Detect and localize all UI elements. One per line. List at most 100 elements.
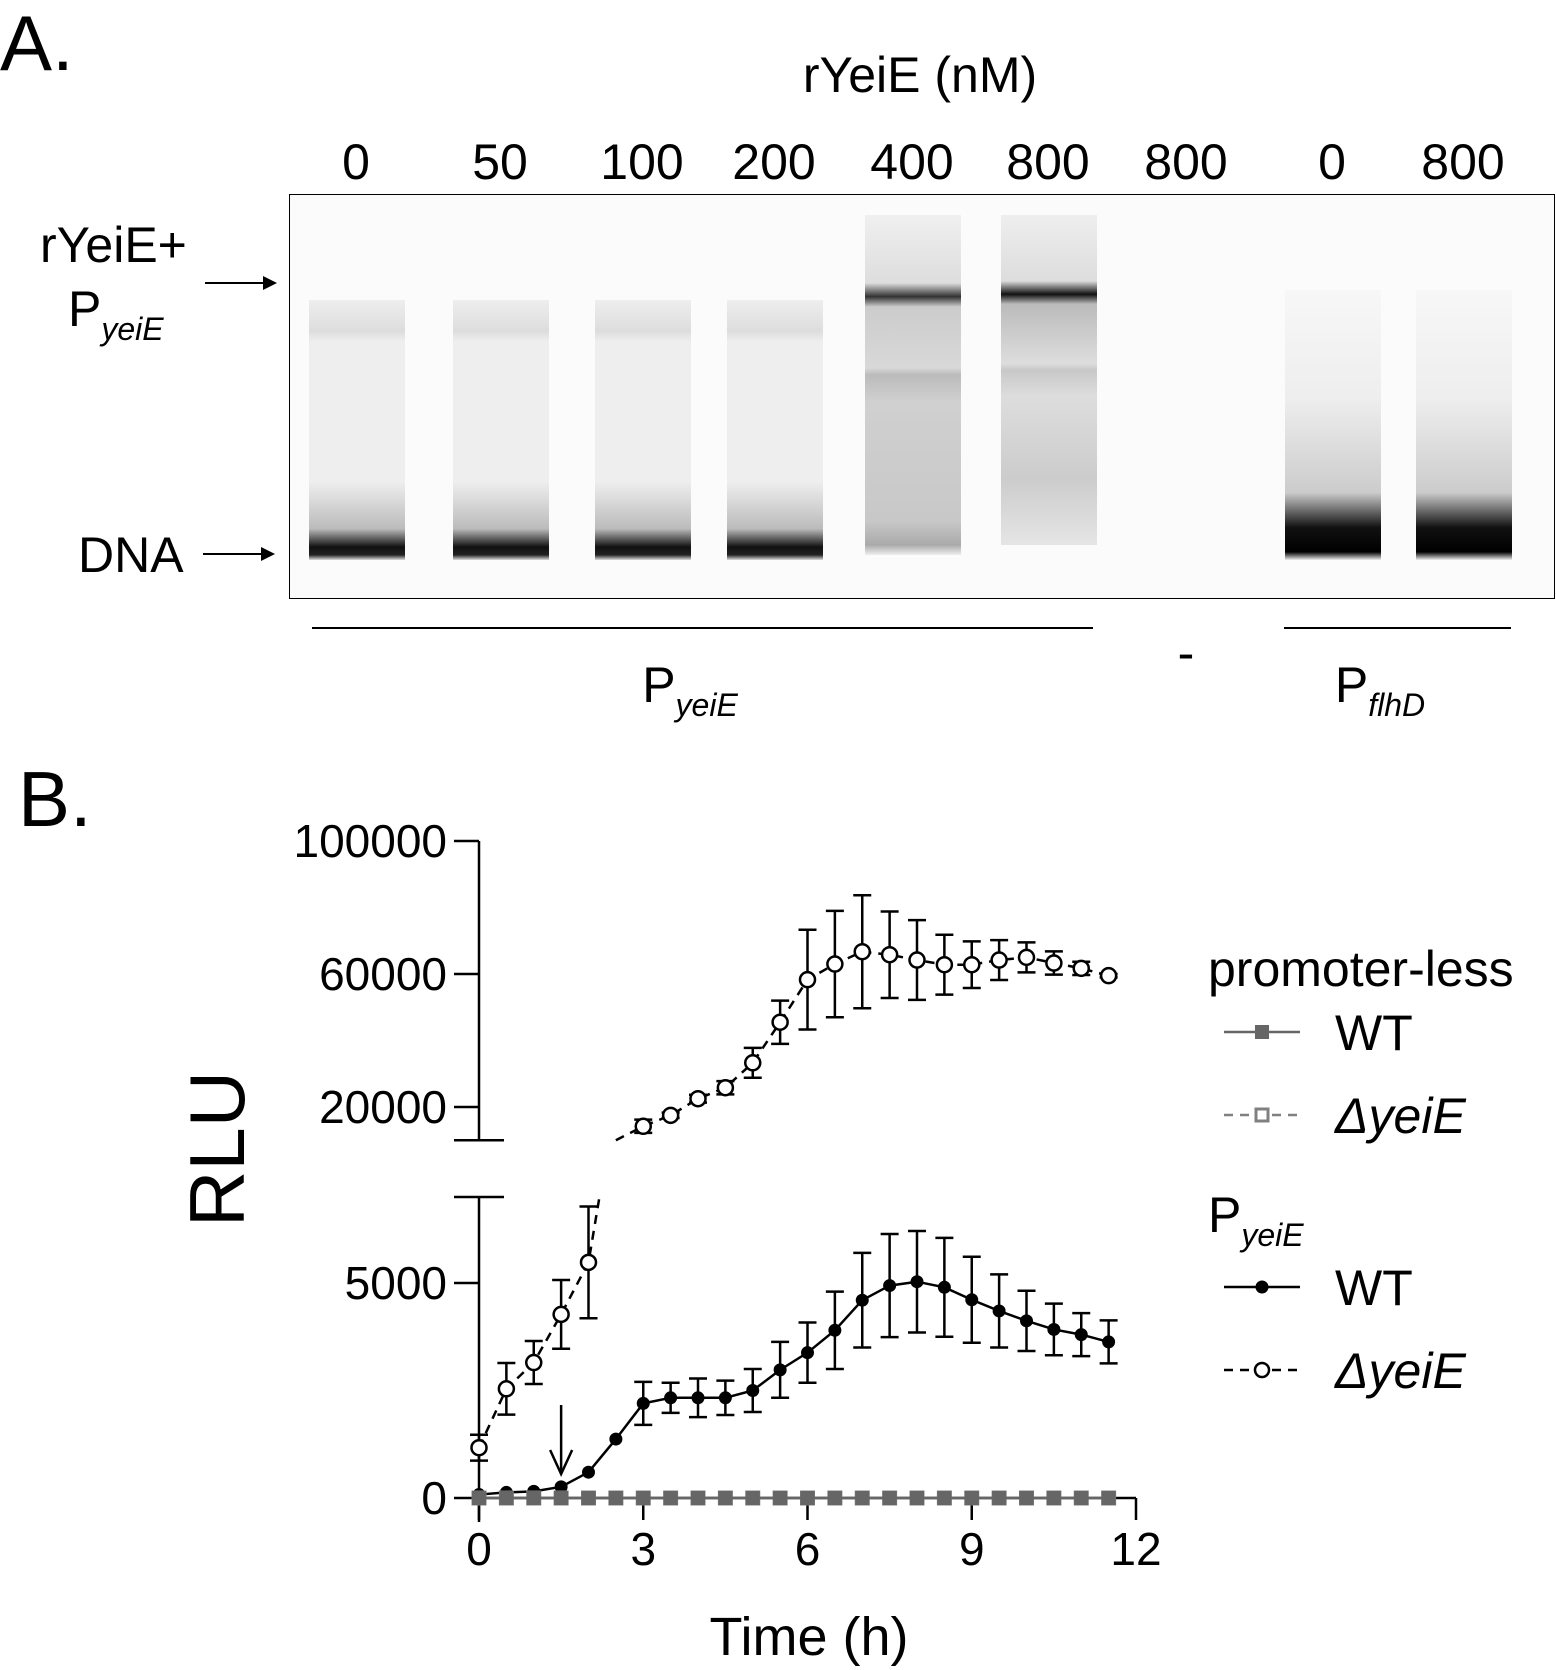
lane-label: 800 <box>1421 134 1505 190</box>
data-point <box>691 1391 705 1405</box>
legend-marker <box>1253 1361 1271 1379</box>
legend-marker <box>1255 1025 1269 1039</box>
group-pflhd-label: PflhD <box>1334 657 1426 723</box>
lane-label: 50 <box>472 134 528 190</box>
x-tick-label: 0 <box>466 1523 492 1575</box>
data-point <box>883 1279 897 1293</box>
legend-entry: WT <box>1335 1005 1413 1061</box>
data-point <box>1020 1314 1033 1328</box>
y-tick-label: 5000 <box>345 1257 447 1309</box>
data-point <box>798 970 817 989</box>
data-point <box>744 1054 762 1072</box>
data-point <box>636 1396 650 1410</box>
data-point <box>609 1432 623 1446</box>
data-point <box>1072 959 1090 978</box>
data-point <box>801 1346 814 1360</box>
data-point <box>910 1491 924 1505</box>
data-point <box>908 951 926 969</box>
data-point <box>880 945 899 964</box>
x-tick-label: 9 <box>959 1523 985 1575</box>
data-point <box>1101 1491 1116 1505</box>
series-line <box>478 1280 1109 1496</box>
data-point <box>937 1491 952 1505</box>
gel-lane <box>727 300 823 560</box>
data-point <box>472 1491 486 1505</box>
legend-marker <box>1254 1107 1270 1123</box>
gel-lane <box>309 300 405 560</box>
data-point <box>525 1353 543 1372</box>
data-point <box>1017 948 1036 967</box>
pflhd-bracket-line <box>1284 627 1511 629</box>
data-point <box>1045 954 1063 972</box>
lane-label: 0 <box>342 134 370 190</box>
data-point <box>990 951 1008 969</box>
panel-b-label: B. <box>18 755 92 843</box>
data-point <box>582 1465 595 1479</box>
data-point <box>965 1293 979 1307</box>
data-point <box>581 1491 596 1505</box>
x-tick-label: 6 <box>795 1523 821 1575</box>
pyeie-bracket-line <box>312 627 1093 629</box>
y-tick-label: 0 <box>421 1472 447 1524</box>
data-point <box>636 1491 651 1505</box>
data-point <box>1046 1491 1061 1505</box>
y-tick-label: 60000 <box>319 948 447 1000</box>
data-point <box>499 1491 514 1505</box>
data-point <box>937 1280 951 1294</box>
y-tick-label: 100000 <box>294 815 448 867</box>
data-point <box>828 1323 842 1337</box>
data-point <box>855 1491 870 1505</box>
data-point <box>552 1305 570 1324</box>
legend-title-pyeie: PyeiE <box>1208 1187 1304 1253</box>
data-point <box>663 1491 678 1505</box>
data-point <box>497 1380 516 1398</box>
group-pyeie-label: PyeiE <box>642 657 738 723</box>
data-point <box>716 1078 735 1097</box>
data-point <box>689 1089 707 1108</box>
x-tick-label: 12 <box>1110 1523 1161 1575</box>
lane-label: 0 <box>1318 134 1346 190</box>
y-axis-title: RLU <box>173 1071 261 1227</box>
lane-label: 800 <box>1006 134 1090 190</box>
x-axis-title: Time (h) <box>710 1607 909 1667</box>
data-point <box>1102 1335 1116 1349</box>
lane-label: 800 <box>1144 134 1228 190</box>
gel-lane <box>1001 215 1097 545</box>
data-point <box>773 1363 787 1377</box>
data-point <box>964 1491 979 1505</box>
lane-label: 400 <box>870 134 954 190</box>
complex-arrow <box>205 276 277 290</box>
data-point <box>1074 1328 1088 1342</box>
panel-a-label: A. <box>0 0 74 87</box>
data-point <box>526 1491 541 1505</box>
data-point <box>1019 1491 1034 1505</box>
group-none-label: - <box>1177 625 1195 681</box>
gel-title: rYeiE (nM) <box>802 47 1038 103</box>
data-point <box>963 955 981 974</box>
data-point <box>773 1491 788 1505</box>
y-tick-label: 20000 <box>319 1081 447 1133</box>
dna-label: DNA <box>78 527 184 583</box>
gel-lane <box>1285 290 1381 560</box>
data-point <box>853 942 871 961</box>
x-tick-label: 3 <box>630 1523 656 1575</box>
data-point <box>827 1491 842 1505</box>
lane-label: 200 <box>732 134 816 190</box>
gel-lane <box>865 215 961 555</box>
data-point <box>771 1013 789 1031</box>
data-point <box>1099 966 1118 985</box>
annotation-arrow-head <box>548 1449 574 1478</box>
data-point <box>718 1391 732 1405</box>
lane-label: 100 <box>600 134 684 190</box>
gel-lane <box>595 300 691 560</box>
data-point <box>554 1491 569 1505</box>
dna-arrow <box>203 547 275 561</box>
data-point <box>745 1491 760 1505</box>
data-point <box>718 1491 733 1505</box>
legend-title-promoter-less: promoter-less <box>1208 941 1514 997</box>
data-point <box>1074 1491 1089 1505</box>
data-point <box>800 1491 815 1505</box>
series-line <box>477 1196 601 1449</box>
